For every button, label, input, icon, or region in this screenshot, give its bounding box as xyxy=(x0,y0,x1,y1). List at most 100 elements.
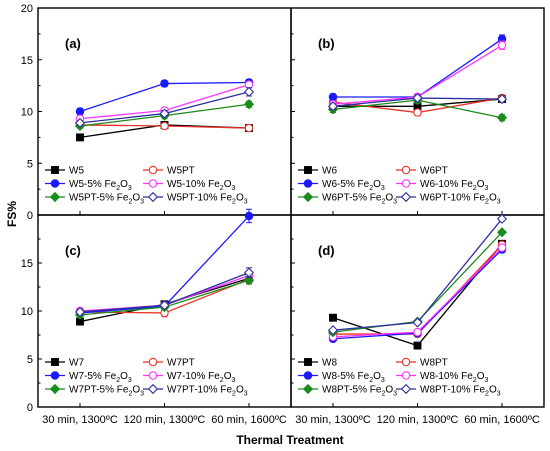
series-w8pt-10-fe2o3 xyxy=(327,213,508,336)
x-tick-label: 60 min, 1600ºC xyxy=(211,414,287,426)
y-tick-label: 0 xyxy=(27,402,33,414)
x-axis-label: Thermal Treatment xyxy=(236,433,343,447)
data-point xyxy=(76,133,84,142)
panel-label: (c) xyxy=(65,243,81,258)
data-point xyxy=(244,123,254,133)
data-point xyxy=(160,79,169,88)
data-point xyxy=(160,121,169,131)
y-axis-label: FS% xyxy=(5,201,19,227)
chart-panel-a: 0 5 10 15 20 (a) W5 W5PT W5-5% Fe2O3 W5-10% Fe2O3… xyxy=(21,3,292,222)
legend-entry: W6-10% Fe2O3 xyxy=(396,179,488,192)
legend-marker xyxy=(401,371,411,380)
legend-entry: W7 xyxy=(45,358,84,369)
legend-marker xyxy=(147,191,159,203)
legend-entry: W6PT-5% Fe2O3 xyxy=(298,191,397,206)
legend-marker xyxy=(51,166,59,174)
legend-label: W8-10% Fe2O3 xyxy=(420,371,488,384)
legend-label: W7PT-10% Fe2O3 xyxy=(167,385,248,398)
legend-marker xyxy=(50,179,60,188)
legend-marker xyxy=(303,371,313,380)
series-w6-5-fe2o3 xyxy=(328,34,507,102)
legend-entry: W6PT-10% Fe2O3 xyxy=(396,191,501,206)
data-point xyxy=(496,94,508,105)
legend-entry: W8PT-5% Fe2O3 xyxy=(298,383,397,398)
series-w8-10-fe2o3 xyxy=(328,243,507,342)
legend-label: W8PT-10% Fe2O3 xyxy=(420,385,501,398)
legend-entry: W7PT-5% Fe2O3 xyxy=(45,383,144,398)
series-line xyxy=(332,38,503,98)
data-point xyxy=(413,341,422,350)
data-point xyxy=(74,117,86,128)
legend-marker xyxy=(401,357,411,367)
legend-label: W6-5% Fe2O3 xyxy=(322,179,385,192)
legend-entry: W7PT-10% Fe2O3 xyxy=(143,383,248,398)
y-tick-label: 15 xyxy=(21,258,33,270)
data-point xyxy=(413,108,422,117)
legend-entry: W6-5% Fe2O3 xyxy=(298,179,385,192)
legend-entry: W8-10% Fe2O3 xyxy=(396,371,488,384)
legend-marker xyxy=(400,383,412,395)
legend-label: W5PT xyxy=(167,166,195,177)
data-point xyxy=(75,107,85,116)
legend-entry: W8PT xyxy=(396,358,448,369)
legend-label: W6PT-5% Fe2O3 xyxy=(322,193,397,206)
legend-entry: W5-10% Fe2O3 xyxy=(143,179,235,192)
panel-label: (a) xyxy=(65,36,81,51)
x-tick-label: 120 min, 1300ºC xyxy=(377,414,459,426)
data-point xyxy=(496,227,508,238)
legend-label: W8PT xyxy=(420,358,448,369)
data-point xyxy=(412,317,423,328)
x-tick-label: 60 min, 1600ºC xyxy=(464,414,540,426)
legend-entry: W8 xyxy=(298,358,337,369)
legend-marker xyxy=(302,383,314,395)
legend-entry: W7PT xyxy=(143,358,195,369)
data-point xyxy=(497,243,507,252)
legend-label: W7-5% Fe2O3 xyxy=(69,371,132,384)
legend-entry: W7-10% Fe2O3 xyxy=(143,371,235,384)
legend-marker xyxy=(148,165,158,175)
legend-marker xyxy=(148,357,158,367)
legend-label: W7PT-5% Fe2O3 xyxy=(69,385,144,398)
legend-label: W8PT-5% Fe2O3 xyxy=(322,385,397,398)
y-tick-label: 10 xyxy=(21,306,33,318)
data-point xyxy=(244,211,254,221)
data-point xyxy=(159,300,170,311)
legend-entry: W6PT xyxy=(396,166,448,177)
legend-marker xyxy=(400,191,412,203)
x-tick-label: 120 min, 1300ºC xyxy=(124,414,206,426)
legend-entry: W8-5% Fe2O3 xyxy=(298,371,385,384)
legend-label: W7PT xyxy=(167,358,195,369)
series-w5pt-10-fe2o3 xyxy=(74,86,255,128)
axes-text-group: FS% Thermal Treatment xyxy=(5,201,344,447)
data-point xyxy=(243,267,255,278)
y-tick-label: 0 xyxy=(27,210,33,222)
legend-label: W7 xyxy=(69,358,84,369)
data-point xyxy=(496,213,508,224)
legend-label: W6-10% Fe2O3 xyxy=(420,179,488,192)
y-tick-label: 5 xyxy=(27,354,33,366)
panel-label: (b) xyxy=(318,36,335,51)
legend-marker xyxy=(401,165,411,175)
legend-marker xyxy=(303,179,313,188)
y-tick-label: 5 xyxy=(27,158,33,170)
y-tick-label: 15 xyxy=(21,55,33,67)
legend-label: W5-5% Fe2O3 xyxy=(69,179,132,192)
legend-label: W5-10% Fe2O3 xyxy=(167,179,235,192)
legend-entry: W8PT-10% Fe2O3 xyxy=(396,383,501,398)
series-w6pt-10-fe2o3 xyxy=(327,92,508,112)
legend-marker xyxy=(49,191,61,203)
legend-entry: W5PT-5% Fe2O3 xyxy=(45,191,144,206)
legend-entry: W5PT xyxy=(143,166,195,177)
chart-panel-b: (b) W6 W6PT W6-5% Fe2O3 W6-10% Fe2O3 W6PT-5% … xyxy=(290,7,545,216)
legend-marker xyxy=(302,191,314,203)
y-tick-label: 20 xyxy=(21,3,33,15)
data-point xyxy=(496,112,508,123)
series-line xyxy=(79,215,250,314)
data-point xyxy=(327,325,339,336)
legend-marker xyxy=(148,179,158,188)
legend-label: W6 xyxy=(322,166,337,177)
chart-panel-c: 0 5 10 15 30 min, 1300ºC 120 min, 1300ºC 60 mi… xyxy=(21,208,292,426)
data-point xyxy=(243,275,255,286)
legend-entry: W5-5% Fe2O3 xyxy=(45,179,132,192)
data-point xyxy=(74,306,86,318)
